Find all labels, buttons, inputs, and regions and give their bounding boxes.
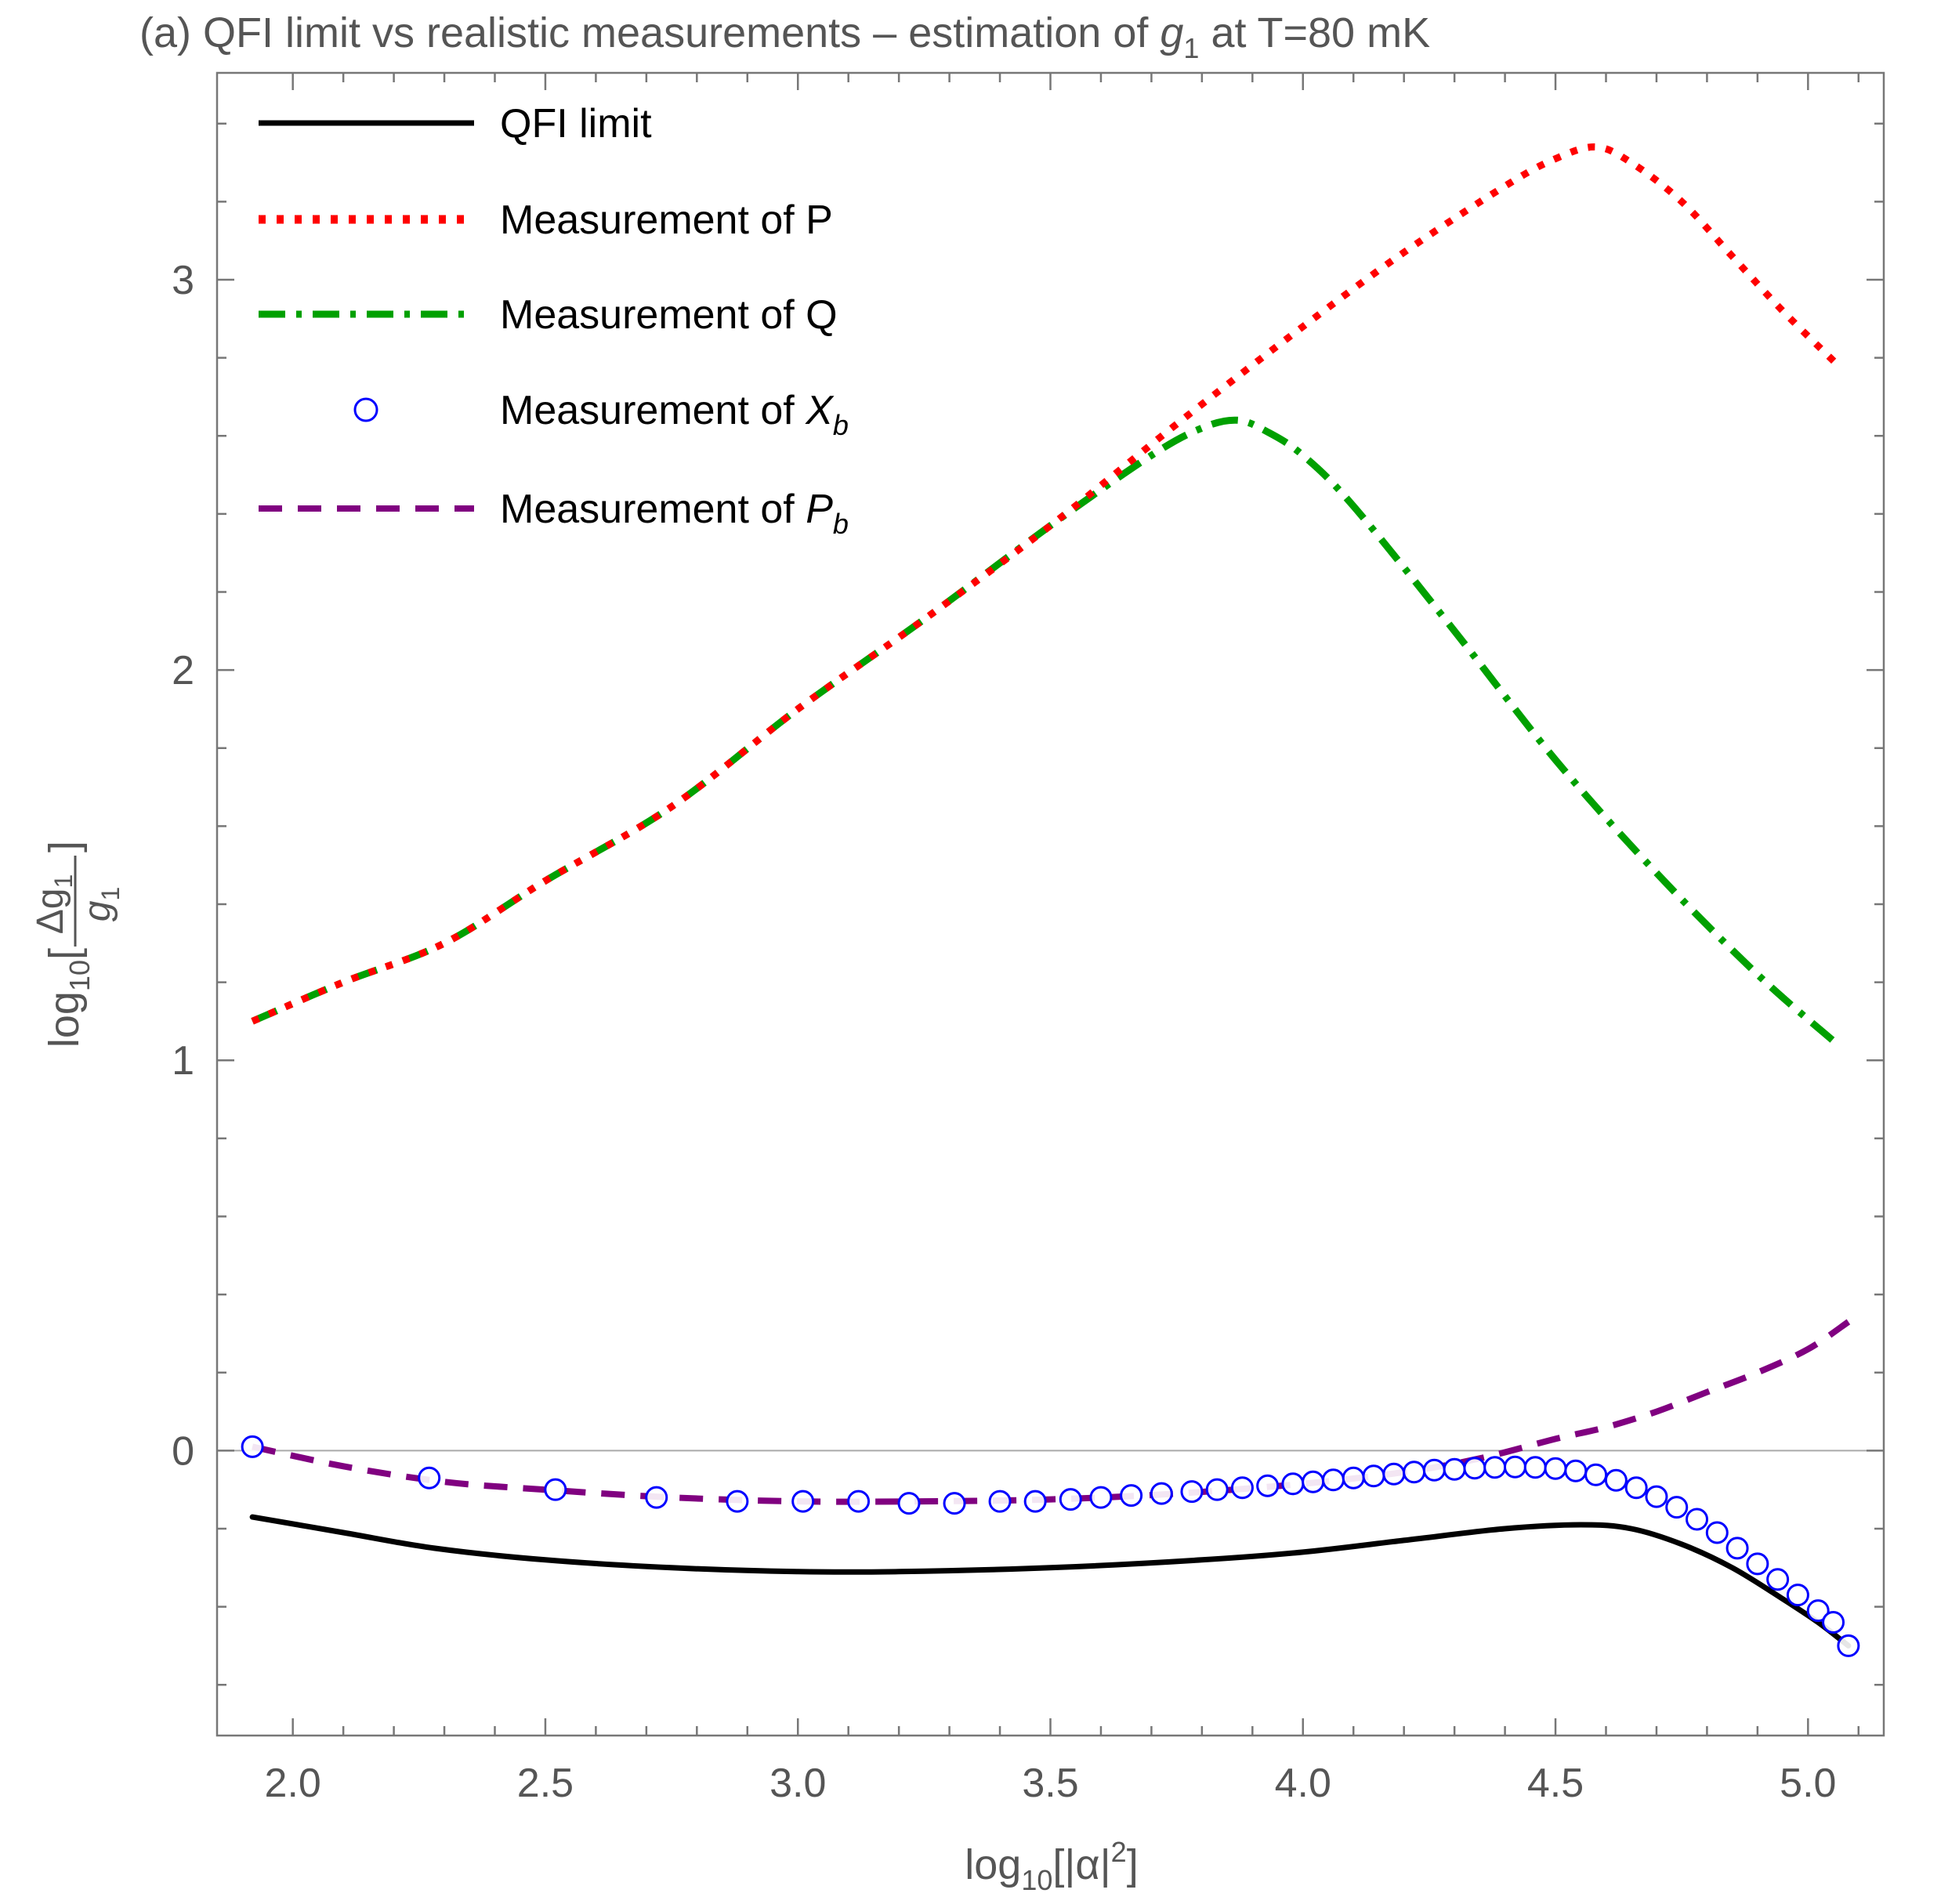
svg-text:g1: g1 xyxy=(77,887,125,922)
y-tick-label: 1 xyxy=(172,1038,194,1084)
xb-marker xyxy=(1483,1456,1507,1479)
xb-marker xyxy=(1120,1484,1143,1508)
xb-marker xyxy=(1564,1459,1588,1482)
x-tick-label: 3.5 xyxy=(1022,1761,1078,1806)
xb-marker xyxy=(1665,1496,1689,1519)
xb-marker xyxy=(1403,1461,1426,1484)
xb-marker xyxy=(1059,1488,1082,1511)
svg-text:Measurement of Pb: Measurement of Pb xyxy=(500,487,849,540)
xb-marker xyxy=(988,1490,1012,1513)
chart-title: (a) QFI limit vs realistic measurements … xyxy=(139,9,1430,64)
x-tick-label: 3.0 xyxy=(769,1761,826,1806)
svg-text:Measurement of P: Measurement of P xyxy=(500,197,833,243)
x-axis-label: log10[|α|2] xyxy=(965,1836,1138,1896)
xb-marker xyxy=(645,1486,668,1509)
xb-marker xyxy=(1180,1480,1204,1504)
xb-marker xyxy=(1806,1599,1830,1623)
svg-text:Δg1: Δg1 xyxy=(30,874,78,935)
xb-marker xyxy=(897,1492,921,1515)
xb-marker xyxy=(1725,1537,1749,1560)
svg-text:log10[: log10[ xyxy=(41,948,96,1048)
xb-marker xyxy=(1362,1464,1385,1488)
xb-marker xyxy=(1205,1478,1229,1501)
xb-marker xyxy=(791,1490,815,1513)
series-measurement-xb xyxy=(241,1435,1860,1657)
y-tick-label: 3 xyxy=(172,258,194,303)
xb-marker xyxy=(1584,1463,1608,1486)
xb-marker xyxy=(1624,1476,1648,1500)
x-tick-label: 4.5 xyxy=(1527,1761,1584,1806)
xb-marker xyxy=(1645,1485,1668,1508)
x-tick-label: 2.5 xyxy=(517,1761,574,1806)
xb-marker xyxy=(1544,1457,1567,1480)
x-tick-labels: 2.0 2.5 3.0 3.5 4.0 4.5 5.0 xyxy=(265,1761,1837,1806)
xb-marker xyxy=(726,1490,749,1513)
xb-marker xyxy=(1302,1470,1325,1493)
legend-entry-measurement-q: Measurement of Q xyxy=(259,292,838,338)
xb-marker xyxy=(1150,1482,1173,1505)
series-qfi-limit xyxy=(249,1514,1852,1649)
xb-marker xyxy=(943,1492,966,1515)
xb-marker xyxy=(1503,1455,1526,1479)
xb-marker xyxy=(1321,1468,1345,1492)
xb-marker xyxy=(1256,1474,1280,1497)
xb-marker xyxy=(1281,1472,1305,1496)
axis-ticks xyxy=(217,73,1884,1736)
xb-marker xyxy=(241,1435,264,1458)
xb-marker xyxy=(1746,1552,1769,1576)
xb-marker xyxy=(1604,1468,1628,1492)
xb-marker xyxy=(1766,1568,1790,1591)
legend-entry-measurement-pb: Measurement of Pb xyxy=(259,487,849,540)
x-tick-label: 2.0 xyxy=(265,1761,321,1806)
series-measurement-pb xyxy=(252,1319,1851,1505)
legend-entry-measurement-xb: Measurement of Xb xyxy=(353,388,849,441)
xb-marker xyxy=(1023,1490,1047,1513)
xb-marker xyxy=(1463,1457,1486,1480)
xb-marker xyxy=(544,1478,567,1501)
svg-text:Measurement of Xb: Measurement of Xb xyxy=(500,388,849,441)
series-measurement-p xyxy=(251,143,1841,1025)
xb-marker xyxy=(1342,1466,1365,1490)
x-tick-label: 4.0 xyxy=(1275,1761,1331,1806)
xb-marker xyxy=(847,1490,871,1513)
svg-text:Measurement of Q: Measurement of Q xyxy=(500,292,838,338)
xb-marker xyxy=(1089,1486,1113,1509)
xb-marker xyxy=(1822,1611,1845,1634)
xb-marker xyxy=(1786,1584,1809,1607)
xb-marker xyxy=(1705,1521,1729,1544)
xb-marker xyxy=(1230,1476,1254,1500)
xb-marker xyxy=(1837,1634,1860,1657)
xb-marker xyxy=(1686,1508,1709,1531)
y-tick-label: 2 xyxy=(172,648,194,693)
svg-text:]: ] xyxy=(41,841,88,852)
y-tick-labels: 0 1 2 3 xyxy=(172,258,194,1474)
xb-marker xyxy=(1443,1457,1466,1481)
xb-marker xyxy=(1422,1458,1446,1482)
xb-marker xyxy=(1382,1462,1406,1486)
y-tick-label: 0 xyxy=(172,1428,194,1474)
y-axis-label: log10[ Δg1 g1 ] xyxy=(30,841,125,1048)
xb-marker xyxy=(418,1466,441,1490)
legend: QFI limit Measurement of P Measurement o… xyxy=(259,101,849,540)
legend-entry-qfi-limit: QFI limit xyxy=(259,101,652,147)
legend-entry-measurement-p: Measurement of P xyxy=(259,197,833,243)
x-tick-label: 5.0 xyxy=(1780,1761,1836,1806)
xb-marker xyxy=(1523,1456,1547,1479)
svg-text:QFI limit: QFI limit xyxy=(500,101,652,147)
